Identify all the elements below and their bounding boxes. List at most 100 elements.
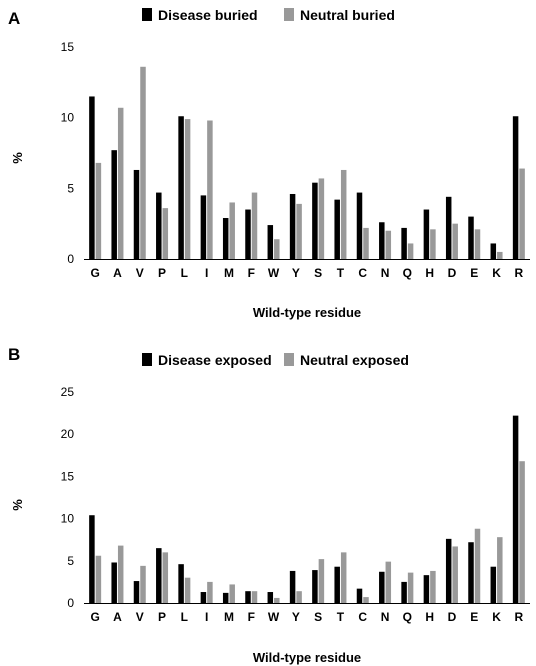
panel-b-legend-label-1: Disease exposed	[158, 352, 272, 368]
panel-a-xtick-i: I	[205, 266, 208, 280]
panel-a-bar-neutral-c	[363, 227, 369, 259]
panel-b-bar-disease-m	[222, 592, 229, 603]
panel-a-xtick-e: E	[470, 266, 478, 280]
panel-b-bar-neutral-e	[474, 528, 481, 603]
panel-a-bar-disease-r	[512, 116, 519, 260]
panel-a-bar-disease-f	[245, 209, 251, 259]
panel-b-bar-disease-i	[200, 592, 207, 603]
panel-b-bar-neutral-y	[296, 591, 302, 603]
panel-b-bar-neutral-n	[385, 561, 392, 603]
panel-b-ytick-25: 25	[61, 385, 75, 399]
panel-a-legend-swatch-1	[142, 8, 152, 21]
panel-b-xtick-f: F	[248, 610, 255, 624]
panel-b-bar-neutral-i	[207, 581, 213, 603]
panel-a-ytick-5: 5	[67, 181, 74, 195]
panel-b-xtick-c: C	[358, 610, 367, 624]
panel-b-bar-neutral-m	[229, 584, 235, 603]
panel-b-legend-swatch-2	[284, 353, 294, 366]
panel-a-xtick-n: N	[381, 266, 390, 280]
panel-a-bar-disease-l	[178, 116, 184, 260]
panel-b-xtick-s: S	[314, 610, 322, 624]
panel-b-bar-neutral-d	[452, 546, 458, 603]
panel-a-xtick-c: C	[358, 266, 367, 280]
panel-b-ytick-20: 20	[61, 427, 75, 441]
panel-b-xtick-v: V	[136, 610, 144, 624]
panel-a-ytick-0: 0	[67, 252, 74, 266]
panel-a-bar-neutral-i	[207, 120, 213, 259]
panel-a-ylabel: %	[10, 152, 25, 164]
panel-a-ytick-10: 10	[61, 111, 75, 125]
panel-a-xtick-q: Q	[403, 266, 412, 280]
panel-a-bar-disease-y	[289, 193, 296, 259]
panel-b-xtick-k: K	[492, 610, 501, 624]
panel-a-bar-neutral-r	[519, 168, 525, 259]
panel-a-bar-disease-k	[490, 243, 497, 259]
panel-b-legend-swatch-1	[142, 353, 152, 366]
panel-b-bar-neutral-c	[363, 597, 369, 603]
panel-a-bar-neutral-p	[162, 208, 169, 259]
panel-b-bar-neutral-w	[274, 597, 280, 603]
panel-b-bar-disease-d	[445, 538, 452, 603]
panel-a-xtick-y: Y	[292, 266, 300, 280]
panel-a-bar-neutral-w	[274, 239, 280, 259]
panel-b-bar-neutral-l	[184, 577, 191, 603]
panel-b-bar-neutral-g	[95, 555, 102, 603]
panel-a-bar-disease-e	[468, 216, 474, 259]
panel-b-bar-neutral-k	[497, 537, 503, 603]
panel-a-bar-disease-m	[222, 218, 229, 259]
panel-a-xtick-g: G	[90, 266, 99, 280]
panel-b-bar-disease-e	[468, 542, 474, 603]
panel-b-ylabel: %	[10, 499, 25, 511]
panel-a-xtick-p: P	[158, 266, 166, 280]
panel-a-xtick-k: K	[492, 266, 501, 280]
panel-b-xlabel: Wild-type residue	[253, 650, 361, 665]
panel-a-legend-label-2: Neutral buried	[300, 7, 395, 23]
panel-b-xtick-n: N	[381, 610, 390, 624]
panel-b-bar-neutral-h	[430, 570, 436, 603]
panel-a-bar-neutral-l	[184, 119, 191, 259]
panel-a-bar-neutral-t	[340, 169, 347, 259]
panel-b-xtick-q: Q	[403, 610, 412, 624]
panel-b-bar-neutral-s	[318, 559, 325, 603]
panel-b-bar-disease-p	[156, 548, 162, 603]
panel-b-xtick-d: D	[448, 610, 457, 624]
panel-a-bar-disease-t	[334, 199, 340, 259]
panel-a-bar-disease-c	[356, 192, 363, 259]
panel-b-bar-disease-h	[423, 575, 430, 603]
panel-b-bar-neutral-p	[162, 552, 169, 603]
panel-a-bar-disease-g	[89, 96, 95, 259]
panel-b-ytick-10: 10	[61, 512, 75, 526]
panel-a-bar-neutral-m	[229, 202, 235, 259]
panel-b-bar-neutral-a	[117, 545, 124, 603]
panel-a-xtick-d: D	[448, 266, 457, 280]
panel-b-bar-disease-c	[356, 588, 363, 603]
panel-b-xtick-e: E	[470, 610, 478, 624]
panel-a-bar-neutral-d	[452, 223, 458, 259]
panel-a-letter: A	[8, 9, 20, 28]
panel-a-bar-neutral-h	[430, 229, 436, 259]
panel-a-bar-neutral-k	[497, 251, 503, 259]
panel-a-bar-disease-p	[156, 192, 162, 259]
panel-b-xtick-g: G	[90, 610, 99, 624]
panel-b-bar-disease-w	[267, 592, 274, 603]
panel-a-xtick-a: A	[113, 266, 122, 280]
panel-b-bar-neutral-t	[340, 552, 347, 603]
panel-a-xlabel: Wild-type residue	[253, 305, 361, 320]
panel-b-xtick-w: W	[268, 610, 280, 624]
panel-b-bar-neutral-q	[407, 572, 414, 603]
panel-b-bar-disease-k	[490, 566, 497, 603]
panel-b-ytick-5: 5	[67, 554, 74, 568]
panel-a-bar-neutral-q	[407, 243, 414, 259]
panel-a-bar-disease-d	[445, 196, 452, 259]
panel-a-bar-disease-n	[379, 222, 385, 259]
panel-a-bar-neutral-y	[296, 203, 302, 259]
panel-b-xtick-r: R	[515, 610, 524, 624]
panel-b-bar-neutral-r	[519, 461, 525, 603]
panel-b-bar-disease-v	[133, 581, 140, 603]
panel-a-xtick-v: V	[136, 266, 144, 280]
panel-b-letter: B	[8, 345, 20, 364]
panel-a-bar-disease-a	[111, 150, 117, 259]
panel-a-bar-disease-i	[200, 195, 207, 259]
panel-b-xtick-h: H	[425, 610, 434, 624]
panel-a-bar-neutral-g	[95, 162, 102, 259]
